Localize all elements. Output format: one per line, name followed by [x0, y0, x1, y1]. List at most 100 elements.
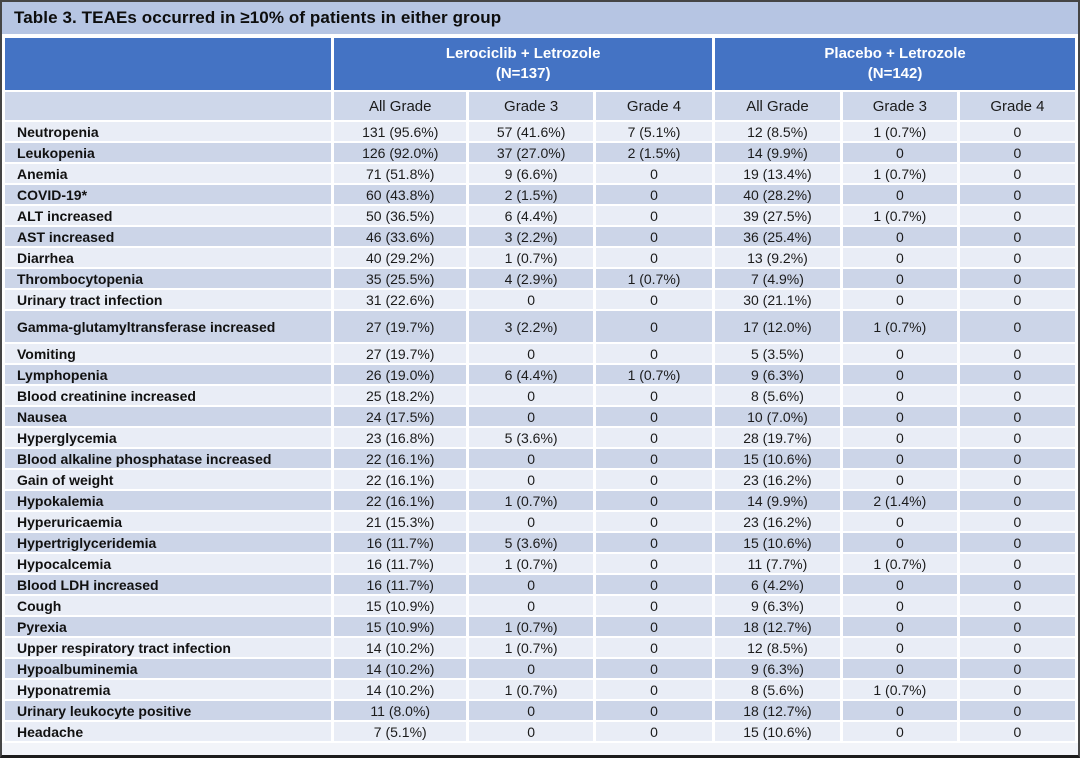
value-cell: 27 (19.7%) [334, 344, 467, 363]
value-cell: 37 (27.0%) [469, 143, 593, 162]
value-cell: 0 [469, 512, 593, 531]
row-label: Gain of weight [5, 470, 332, 489]
value-cell: 9 (6.3%) [715, 596, 840, 615]
subheader-spacer [5, 92, 332, 120]
group-n: (N=137) [495, 65, 551, 82]
value-cell: 0 [595, 428, 713, 447]
value-cell: 23 (16.2%) [715, 470, 840, 489]
group-label: Lerociclib + Letrozole [445, 44, 601, 62]
value-cell: 0 [842, 722, 957, 741]
value-cell: 5 (3.5%) [715, 344, 840, 363]
value-cell: 0 [469, 449, 593, 468]
table-row: Gain of weight 22 (16.1%) 0 0 23 (16.2%) 0 0 [5, 470, 1075, 489]
value-cell: 0 [959, 701, 1075, 720]
value-cell: 46 (33.6%) [334, 227, 467, 246]
row-label: AST increased [5, 227, 332, 246]
value-cell: 0 [959, 206, 1075, 225]
value-cell: 31 (22.6%) [334, 290, 467, 309]
value-cell: 0 [842, 344, 957, 363]
value-cell: 0 [959, 122, 1075, 141]
value-cell: 6 (4.4%) [469, 365, 593, 384]
value-cell: 0 [842, 185, 957, 204]
value-cell: 3 (2.2%) [469, 311, 593, 342]
value-cell: 0 [959, 365, 1075, 384]
value-cell: 0 [595, 617, 713, 636]
value-cell: 9 (6.6%) [469, 164, 593, 183]
value-cell: 0 [595, 386, 713, 405]
value-cell: 14 (10.2%) [334, 659, 467, 678]
table-row: Gamma-glutamyltransferase increased 27 (1… [5, 311, 1075, 342]
value-cell: 16 (11.7%) [334, 554, 467, 573]
table-row: Hypoalbuminemia 14 (10.2%) 0 0 9 (6.3%) 0 0 [5, 659, 1075, 678]
row-label: Upper respiratory tract infection [5, 638, 332, 657]
col-header-grade3-placebo: Grade 3 [842, 92, 957, 120]
value-cell: 1 (0.7%) [595, 365, 713, 384]
value-cell: 16 (11.7%) [334, 533, 467, 552]
value-cell: 0 [842, 638, 957, 657]
value-cell: 0 [595, 470, 713, 489]
row-label: Leukopenia [5, 143, 332, 162]
value-cell: 0 [959, 596, 1075, 615]
value-cell: 0 [842, 449, 957, 468]
table-row: Cough 15 (10.9%) 0 0 9 (6.3%) 0 0 [5, 596, 1075, 615]
value-cell: 15 (10.6%) [715, 533, 840, 552]
value-cell: 0 [469, 722, 593, 741]
value-cell: 23 (16.2%) [715, 512, 840, 531]
value-cell: 0 [842, 533, 957, 552]
row-label: Diarrhea [5, 248, 332, 267]
value-cell: 9 (6.3%) [715, 365, 840, 384]
row-label: Anemia [5, 164, 332, 183]
value-cell: 0 [595, 575, 713, 594]
value-cell: 0 [959, 386, 1075, 405]
value-cell: 0 [595, 701, 713, 720]
row-label: Vomiting [5, 344, 332, 363]
value-cell: 15 (10.9%) [334, 596, 467, 615]
value-cell: 0 [469, 386, 593, 405]
value-cell: 14 (10.2%) [334, 638, 467, 657]
value-cell: 27 (19.7%) [334, 311, 467, 342]
table-body: Neutropenia 131 (95.6%) 57 (41.6%) 7 (5.1%)… [5, 122, 1075, 741]
value-cell: 4 (2.9%) [469, 269, 593, 288]
table-row: Hyperglycemia 23 (16.8%) 5 (3.6%) 0 28 (19.7… [5, 428, 1075, 447]
value-cell: 0 [959, 617, 1075, 636]
value-cell: 1 (0.7%) [469, 554, 593, 573]
row-label: Hypertriglyceridemia [5, 533, 332, 552]
value-cell: 7 (4.9%) [715, 269, 840, 288]
row-label: Headache [5, 722, 332, 741]
value-cell: 14 (9.9%) [715, 491, 840, 510]
value-cell: 0 [469, 344, 593, 363]
value-cell: 0 [959, 554, 1075, 573]
value-cell: 1 (0.7%) [469, 491, 593, 510]
value-cell: 0 [959, 470, 1075, 489]
value-cell: 131 (95.6%) [334, 122, 467, 141]
value-cell: 0 [842, 575, 957, 594]
table-row: Hypertriglyceridemia 16 (11.7%) 5 (3.6%) 0 1… [5, 533, 1075, 552]
value-cell: 0 [595, 185, 713, 204]
value-cell: 5 (3.6%) [469, 533, 593, 552]
row-label: Blood alkaline phosphatase increased [5, 449, 332, 468]
value-cell: 0 [595, 164, 713, 183]
row-label: Nausea [5, 407, 332, 426]
value-cell: 0 [595, 290, 713, 309]
row-label: Hyponatremia [5, 680, 332, 699]
value-cell: 22 (16.1%) [334, 491, 467, 510]
col-header-grade4-lerociclib: Grade 4 [595, 92, 713, 120]
value-cell: 0 [595, 248, 713, 267]
value-cell: 22 (16.1%) [334, 470, 467, 489]
value-cell: 15 (10.6%) [715, 722, 840, 741]
table-row: Thrombocytopenia 35 (25.5%) 4 (2.9%) 1 (0.7… [5, 269, 1075, 288]
row-label: Pyrexia [5, 617, 332, 636]
table-title: Table 3. TEAEs occurred in ≥10% of patie… [2, 2, 1078, 36]
teae-table: Lerociclib + Letrozole (N=137) Placebo +… [2, 36, 1078, 743]
value-cell: 30 (21.1%) [715, 290, 840, 309]
value-cell: 7 (5.1%) [334, 722, 467, 741]
value-cell: 9 (6.3%) [715, 659, 840, 678]
value-cell: 3 (2.2%) [469, 227, 593, 246]
table-row: Hyponatremia 14 (10.2%) 1 (0.7%) 0 8 (5.6%) 1… [5, 680, 1075, 699]
value-cell: 0 [595, 206, 713, 225]
value-cell: 1 (0.7%) [595, 269, 713, 288]
table-row: Pyrexia 15 (10.9%) 1 (0.7%) 0 18 (12.7%) 0 0 [5, 617, 1075, 636]
subheader-row: All Grade Grade 3 Grade 4 All Grade Grad… [5, 92, 1075, 120]
table-row: Upper respiratory tract infection 14 (10.… [5, 638, 1075, 657]
